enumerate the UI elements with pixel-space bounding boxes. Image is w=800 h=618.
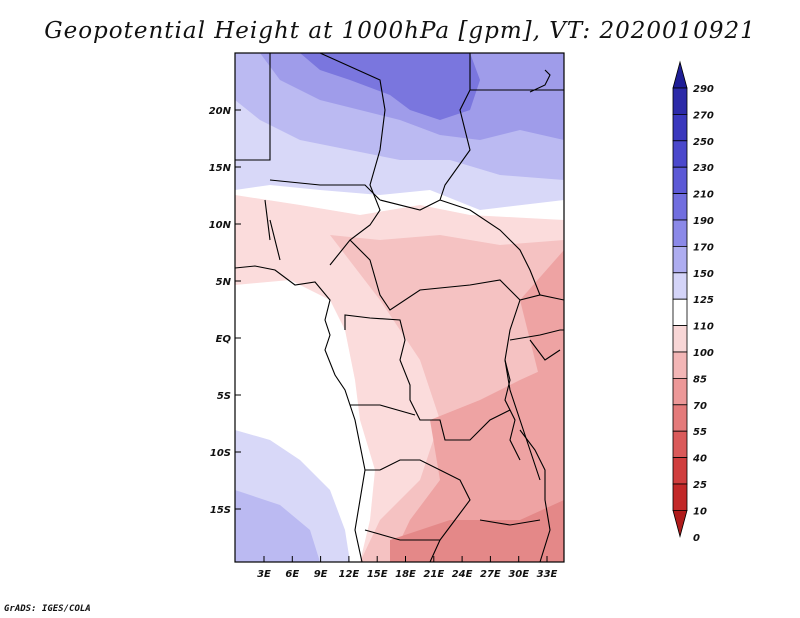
colorbar-segment bbox=[672, 298, 688, 327]
colorbar-label: 210 bbox=[693, 190, 714, 201]
lon-label: 15E bbox=[367, 569, 388, 580]
colorbar-segment bbox=[672, 245, 688, 274]
colorbar-segment bbox=[672, 193, 688, 221]
lon-label: 33E bbox=[537, 569, 558, 580]
lon-label: 3E bbox=[257, 569, 271, 580]
colorbar-segment bbox=[672, 114, 688, 142]
lon-label: 12E bbox=[339, 569, 360, 580]
colorbar-segment bbox=[672, 87, 688, 115]
colorbar-label: 25 bbox=[693, 480, 707, 491]
colorbar: 2902702502302101901701501251101008570554… bbox=[672, 60, 714, 544]
colorbar-label: 150 bbox=[693, 269, 714, 280]
colorbar-label: 100 bbox=[693, 348, 714, 359]
band-salmon bbox=[390, 360, 564, 562]
lon-label: 18E bbox=[395, 569, 416, 580]
map-frame bbox=[234, 52, 565, 563]
colorbar-segment bbox=[672, 404, 688, 432]
lon-label: 30E bbox=[508, 569, 529, 580]
band-lavender-south-dark bbox=[235, 490, 320, 562]
lon-label: 27E bbox=[480, 569, 501, 580]
colorbar-label: 70 bbox=[693, 401, 707, 412]
colorbar-segment bbox=[672, 219, 688, 247]
colorbar-segment bbox=[672, 351, 688, 379]
colorbar-top-arrow bbox=[672, 60, 688, 89]
colorbar-segment bbox=[672, 140, 688, 168]
lon-label: 21E bbox=[423, 569, 444, 580]
chart-title: Geopotential Height at 1000hPa [gpm], VT… bbox=[44, 18, 756, 44]
latitude-axis: 20N 15N 10N 5N EQ 5S 10S 15S bbox=[209, 106, 241, 516]
band-blue-dark bbox=[300, 53, 480, 120]
colorbar-segment bbox=[672, 377, 688, 406]
colorbar-label: 55 bbox=[693, 427, 707, 438]
colorbar-segment bbox=[672, 272, 688, 300]
coastlines-borders bbox=[235, 53, 564, 562]
lat-label: 5S bbox=[217, 391, 231, 402]
colorbar-label: 0 bbox=[693, 533, 700, 544]
band-salmon-east bbox=[520, 250, 564, 380]
colorbar-label: 250 bbox=[693, 137, 714, 148]
colorbar-label: 125 bbox=[693, 295, 714, 306]
lat-label: 15N bbox=[209, 163, 232, 174]
colorbar-label: 40 bbox=[692, 454, 707, 465]
colorbar-segment bbox=[672, 457, 688, 485]
colorbar-label: 290 bbox=[693, 84, 714, 95]
colorbar-label: 85 bbox=[693, 374, 707, 385]
colorbar-label: 190 bbox=[693, 216, 714, 227]
lat-label: 15S bbox=[210, 505, 231, 516]
colorbar-segment bbox=[672, 483, 688, 511]
colorbar-label: 170 bbox=[693, 242, 714, 253]
height-field bbox=[235, 53, 564, 562]
longitude-axis: 3E 6E 9E 12E 15E 18E 21E 24E 27E 30E 33E bbox=[257, 556, 558, 580]
lat-label: 5N bbox=[216, 277, 232, 288]
lon-label: 6E bbox=[285, 569, 299, 580]
colorbar-segment bbox=[672, 430, 688, 459]
lat-label: EQ bbox=[216, 334, 232, 345]
colorbar-label: 270 bbox=[693, 110, 714, 121]
grads-credit: GrADS: IGES/COLA bbox=[4, 604, 91, 614]
colorbar-label: 10 bbox=[693, 506, 707, 517]
lat-label: 10S bbox=[210, 448, 231, 459]
colorbar-segment bbox=[672, 166, 688, 194]
colorbar-bottom-arrow bbox=[672, 509, 688, 538]
lon-label: 9E bbox=[314, 569, 328, 580]
colorbar-label: 110 bbox=[693, 322, 714, 333]
colorbar-segment bbox=[672, 325, 688, 353]
band-red bbox=[390, 500, 564, 562]
lat-label: 20N bbox=[209, 106, 232, 117]
colorbar-label: 230 bbox=[693, 163, 714, 174]
lat-label: 10N bbox=[209, 220, 232, 231]
lon-label: 24E bbox=[452, 569, 473, 580]
